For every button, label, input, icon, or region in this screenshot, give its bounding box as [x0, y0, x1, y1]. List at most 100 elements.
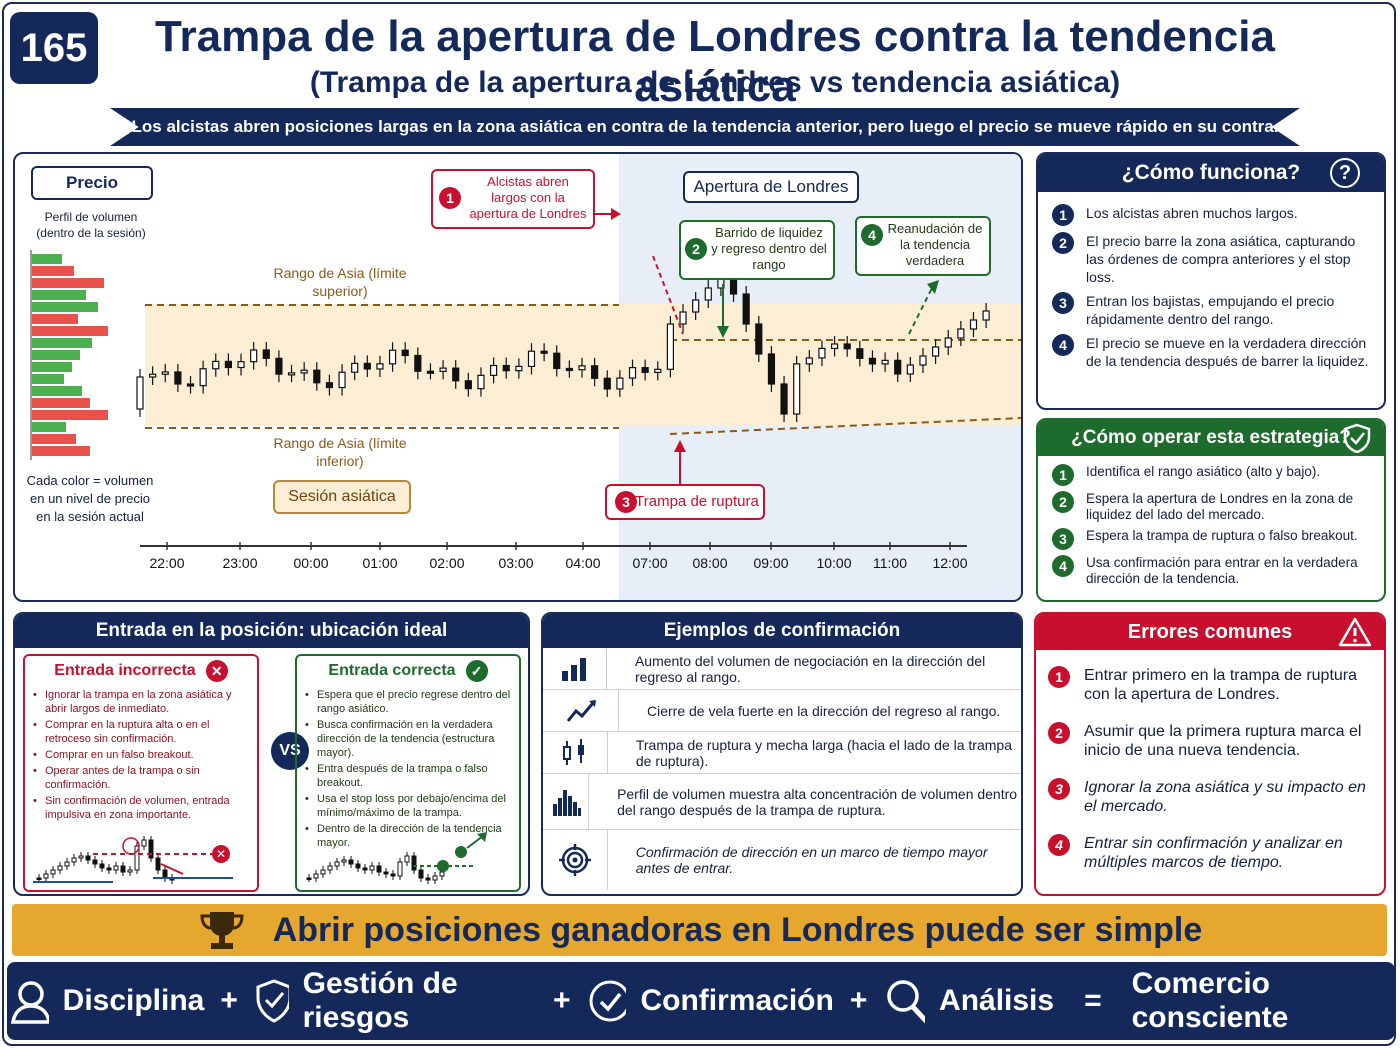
candle-body: [894, 359, 902, 375]
mini-candle-body: [369, 865, 375, 871]
target-icon: [543, 830, 608, 890]
footer-risk: Gestión de riesgos: [302, 967, 458, 1034]
wrong-entry-mini-chart: ✕: [33, 836, 233, 884]
mini-candle-body: [148, 839, 154, 859]
entry-title: Entrada en la posición: ubicación ideal: [95, 620, 448, 641]
bullet-item: Espera que el precio regrese dentro del …: [305, 688, 511, 716]
page-title: Trampa de la apertura de Londres contra …: [155, 12, 1275, 111]
bottom-banner: Abrir posiciones ganadoras en Londres pu…: [12, 904, 1387, 956]
candle-body: [199, 368, 207, 387]
confirmation-text: Confirmación de dirección en un marco de…: [635, 844, 988, 876]
magnifier-icon: [887, 980, 926, 1024]
list-item: 1 Identifica el rango asiático (alto y ba…: [1052, 464, 1370, 486]
candle-body: [515, 365, 523, 372]
volume-bar: [32, 278, 104, 288]
price-label: Precio: [31, 166, 153, 200]
mini-candle-body: [432, 875, 438, 881]
mini-candle-body: [120, 865, 126, 873]
volume-bar: [32, 446, 90, 456]
candle-body: [704, 287, 712, 301]
banner-text: Abrir posiciones ganadoras en Londres pu…: [272, 910, 1203, 949]
time-label: 02:00: [429, 555, 464, 571]
bullet-item: Comprar en la ruptura alta o en el retro…: [33, 718, 249, 746]
mini-candle-body: [36, 877, 42, 880]
mini-candle-body: [397, 861, 403, 877]
list-item: 3 Entran los bajistas, empujando el preci…: [1052, 292, 1370, 328]
mini-candle-body: [411, 855, 417, 871]
vs-divider: [277, 654, 279, 890]
mini-candle-body: [85, 855, 91, 861]
candle-body: [287, 372, 296, 376]
confirmation-title: Ejemplos de confirmación: [663, 620, 901, 641]
step-text: Entran los bajistas, empujando el precio…: [1086, 293, 1335, 327]
step-text: Espera la apertura de Londres en la zona…: [1086, 491, 1354, 522]
error-number: 4: [1048, 834, 1070, 856]
candle-body: [805, 357, 813, 365]
volume-bar: [32, 338, 92, 348]
candle-body: [982, 310, 990, 321]
candle-body: [692, 299, 700, 313]
candle-body: [641, 367, 649, 374]
bullet-item: Operar antes de la trampa o sin confirma…: [33, 764, 249, 792]
trophy-icon: [200, 912, 244, 949]
candle-body: [628, 367, 637, 379]
confirmation-text: Aumento del volumen de negociación en la…: [634, 652, 986, 685]
price-chart-svg: 22:00 23:00 00:00 01:00 02:00 03:00 04:00 07:00…: [30, 208, 1021, 571]
step-number: 3: [1052, 528, 1074, 550]
mini-candle-body: [155, 857, 161, 871]
error-text: Entrar primero en la trampa de ruptura c…: [1084, 667, 1358, 703]
list-item: 4 Usa confirmación para entrar en la verd…: [1052, 555, 1370, 587]
volume-bar: [32, 326, 108, 336]
mini-candle-body: [425, 877, 431, 881]
candle-body: [780, 383, 788, 415]
time-label: 07:00: [632, 555, 667, 571]
mini-candle-body: [341, 859, 347, 863]
candle-body: [186, 383, 195, 387]
mini-candle-body: [320, 869, 326, 875]
candle-body: [881, 359, 889, 365]
volume-profile-icon: [543, 774, 590, 829]
mini-candle-body: [78, 855, 84, 859]
lesson-number-badge: 165: [10, 12, 98, 84]
mini-candle-body: [134, 845, 140, 871]
bullet-item: Usa el stop loss por debajo/encima del m…: [305, 792, 511, 820]
shield-icon: [256, 979, 289, 1023]
wrong-entry-box: Entrada incorrecta ✕ Ignorar la trampa e…: [23, 654, 259, 892]
candle-body: [439, 367, 447, 372]
mini-candle-body: [162, 869, 168, 879]
annotation-1-number: 1: [439, 187, 461, 209]
volume-profile-bars: [32, 254, 108, 456]
correct-entry-header: Entrada correcta ✓: [305, 660, 511, 682]
error-item: 1 Entrar primero en la trampa de ruptura …: [1048, 666, 1370, 704]
candle-body: [906, 364, 914, 375]
list-item: 2 Espera la apertura de Londres en la zon…: [1052, 491, 1370, 523]
step-text: Espera la trampa de ruptura o falso brea…: [1086, 528, 1358, 543]
check-circle-icon: [589, 980, 627, 1022]
time-label: 12:00: [932, 555, 967, 571]
candle-body: [818, 347, 826, 359]
volume-bar: [32, 410, 108, 420]
candle-body: [376, 363, 384, 370]
mini-candle-body: [362, 867, 368, 871]
candle-body: [325, 382, 334, 389]
candle-body: [161, 371, 169, 375]
candle-body: [338, 371, 346, 389]
time-label: 23:00: [222, 555, 257, 571]
mini-candle-body: [313, 873, 319, 879]
volume-bar: [32, 254, 62, 264]
time-label: 01:00: [362, 555, 397, 571]
summary-ribbon: Los alcistas abren posiciones largas en …: [110, 108, 1300, 146]
mini-candle-body: [404, 855, 410, 863]
annotation-3: 3 Trampa de ruptura: [605, 484, 765, 520]
error-text: Asumir que la primera ruptura marca el i…: [1084, 723, 1362, 759]
step-number: 4: [1052, 555, 1074, 577]
candle-body: [565, 367, 573, 372]
candle-body: [793, 363, 801, 415]
asian-session-label: Sesión asiática: [273, 480, 411, 514]
time-label: 08:00: [692, 555, 727, 571]
correct-entry-list: Espera que el precio regrese dentro del …: [305, 688, 511, 850]
chart-panel: Precio Perfil de volumen (dentro de la s…: [13, 152, 1023, 602]
time-label: 00:00: [293, 555, 328, 571]
footer-plus-3: +: [849, 984, 868, 1017]
how-to-operate-list: 1 Identifica el rango asiático (alto y ba…: [1038, 456, 1384, 587]
